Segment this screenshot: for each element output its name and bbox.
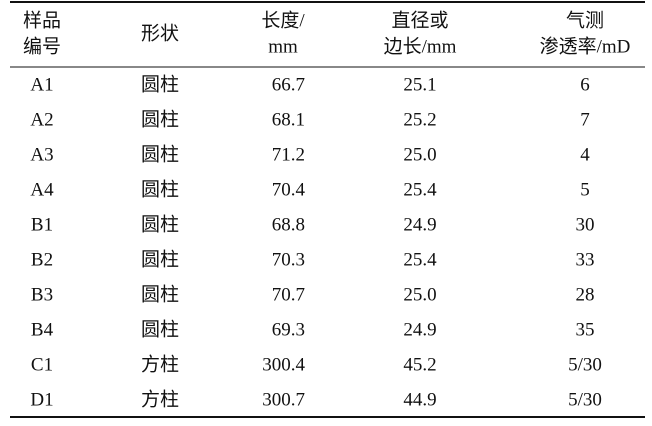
header-cell: 边长/mm: [384, 35, 457, 57]
table-cell: 圆柱: [141, 283, 179, 305]
table-cell: 25.4: [403, 249, 437, 270]
table-cell: B4: [31, 319, 54, 340]
table-cell: A2: [30, 109, 53, 130]
table-cell: 25.0: [403, 144, 436, 165]
table-cell: C1: [31, 354, 53, 375]
table-cell: 24.9: [403, 214, 436, 235]
table-cell: 圆柱: [141, 248, 179, 270]
table-cell: A1: [30, 74, 53, 95]
table-cell: 4: [580, 144, 590, 165]
table-cell: 71.2: [272, 144, 305, 165]
table-cell: 方柱: [141, 353, 179, 375]
table-cell: 方柱: [141, 388, 179, 410]
table-cell: 66.7: [272, 74, 305, 95]
table-cell: 25.1: [403, 74, 436, 95]
table-cell: 28: [576, 284, 595, 305]
table-cell: 圆柱: [141, 213, 179, 235]
header-cell: 编号: [23, 35, 61, 57]
header-cell: 气测: [566, 9, 604, 31]
table-cell: B2: [31, 249, 53, 270]
header-cell: 直径或: [391, 9, 448, 31]
header-cell: 形状: [141, 22, 179, 44]
header-cell: 长度/: [261, 9, 305, 31]
table-cell: 300.4: [262, 354, 305, 375]
table-cell: 25.4: [403, 179, 437, 200]
header-cell: 样品: [23, 9, 61, 31]
table-cell: 70.7: [272, 284, 305, 305]
table-cell: B1: [31, 214, 53, 235]
table-cell: D1: [30, 389, 53, 410]
table-cell: 5/30: [568, 389, 602, 410]
table-cell: 圆柱: [141, 73, 179, 95]
table-cell: 6: [580, 74, 590, 95]
table-cell: 70.3: [272, 249, 305, 270]
table-cell: 69.3: [272, 319, 305, 340]
table-cell: 44.9: [403, 389, 436, 410]
table-cell: 圆柱: [141, 318, 179, 340]
table-cell: A4: [30, 179, 54, 200]
table-cell: 25.2: [403, 109, 436, 130]
table-cell: 68.8: [272, 214, 305, 235]
table-cell: 5: [580, 179, 590, 200]
table-cell: 35: [576, 319, 595, 340]
header-cell: mm: [268, 36, 298, 57]
table-cell: 300.7: [262, 389, 305, 410]
table-cell: 30: [576, 214, 595, 235]
table-cell: 70.4: [272, 179, 306, 200]
table-cell: 33: [576, 249, 595, 270]
header-cell: 渗透率/mD: [540, 35, 631, 57]
table-cell: 24.9: [403, 319, 436, 340]
table-cell: 7: [580, 109, 590, 130]
table-cell: B3: [31, 284, 53, 305]
table-cell: 45.2: [403, 354, 436, 375]
table-cell: 圆柱: [141, 108, 179, 130]
table-cell: A3: [30, 144, 53, 165]
table-cell: 25.0: [403, 284, 436, 305]
table-cell: 68.1: [272, 109, 305, 130]
table-cell: 5/30: [568, 354, 602, 375]
table-cell: 圆柱: [141, 178, 179, 200]
table-cell: 圆柱: [141, 143, 179, 165]
